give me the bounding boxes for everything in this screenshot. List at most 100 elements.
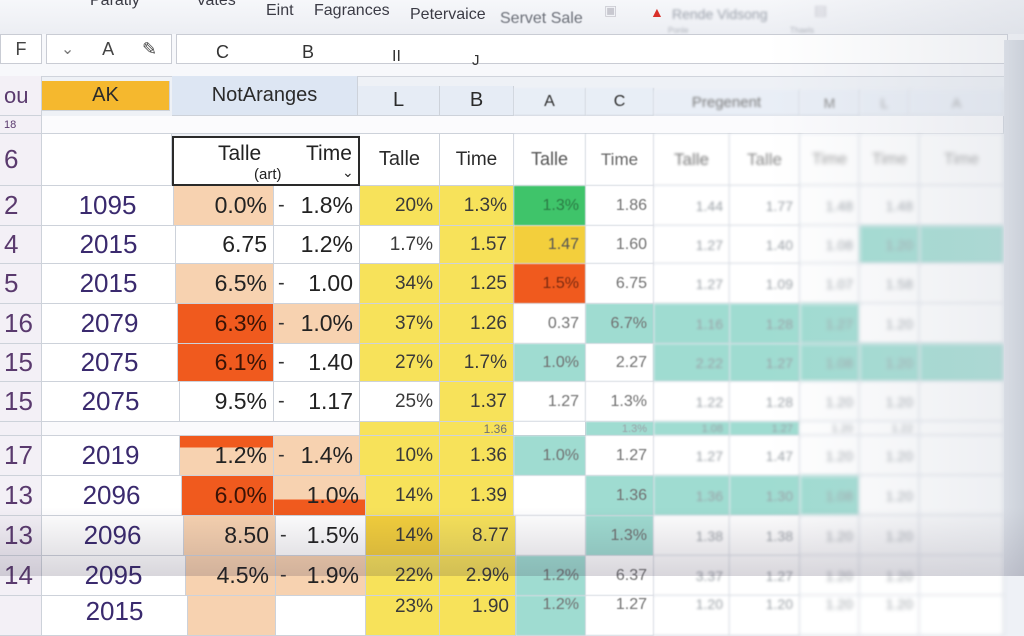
time-d-cell[interactable]: 1.48 (800, 186, 860, 226)
time-c-cell[interactable]: 1.27 (586, 436, 654, 476)
talle-d-cell[interactable]: 1.36 (654, 476, 730, 516)
time-e-cell[interactable]: 1.20 (860, 226, 920, 264)
time-cell[interactable]: -1.8% (274, 186, 360, 226)
ribbon-right-label[interactable]: Rende Vidsong (672, 6, 768, 22)
talle-b-cell[interactable]: 20% (360, 186, 440, 226)
row-header[interactable]: 5 (0, 264, 42, 304)
talle-c-cell[interactable]: 1.0% (514, 436, 586, 476)
talle-b-cell[interactable]: 23% (366, 596, 440, 636)
styles-icon[interactable]: ▤ (814, 2, 828, 18)
row-header[interactable]: 17 (0, 436, 42, 476)
name-box[interactable]: F (0, 34, 42, 64)
header-b[interactable]: B (440, 86, 514, 116)
time-d-cell[interactable]: 1.27 (800, 304, 860, 344)
empty-cell[interactable] (920, 226, 1004, 264)
talle-cell[interactable]: 6.0% (182, 476, 274, 516)
time-d-cell[interactable]: 1.20 (800, 436, 860, 476)
header-time-b[interactable]: Time (440, 134, 514, 186)
time-d-cell[interactable]: 1.08 (800, 476, 860, 516)
time-c-cell[interactable]: 1.3% (586, 422, 654, 436)
time-cell[interactable]: 1.0% (274, 476, 366, 516)
talle-e-cell[interactable]: 1.28 (730, 382, 800, 422)
talle-cell[interactable]: 8.50 (184, 516, 276, 556)
talle-cell[interactable]: 1.2% (180, 436, 274, 476)
talle-c-cell[interactable]: 1.0% (514, 344, 586, 382)
time-c-cell[interactable]: 6.37 (586, 556, 654, 596)
talle-cell[interactable]: 9.5% (180, 382, 274, 422)
time-d-cell[interactable]: 1.20 (800, 556, 860, 596)
time-cell[interactable]: -1.17 (274, 382, 360, 422)
year-cell[interactable]: 2075 (42, 344, 178, 382)
header-c[interactable]: C (586, 88, 654, 116)
ribbon-tab-5[interactable]: Petervaice (410, 6, 486, 23)
talle-cell[interactable]: 0.0% (174, 186, 274, 226)
talle-b-cell[interactable]: 37% (360, 304, 440, 344)
header-talle-b[interactable]: Talle (360, 134, 440, 186)
formula-input[interactable] (176, 34, 1008, 64)
selected-header-range[interactable]: Talle (art) Time ⌄ (172, 136, 360, 186)
talle-e-cell[interactable]: 1.27 (730, 556, 800, 596)
header-l[interactable]: L (358, 86, 440, 116)
year-cell[interactable]: 2096 (42, 516, 184, 556)
talle-e-cell[interactable]: 1.47 (730, 436, 800, 476)
edit-pencil-icon[interactable]: ✎ (141, 38, 158, 59)
time-b-cell[interactable]: 1.3% (440, 186, 514, 226)
talle-e-cell[interactable]: 1.09 (730, 264, 800, 304)
talle-e-cell[interactable]: 1.27 (730, 344, 800, 382)
row-header[interactable] (0, 422, 42, 436)
time-b-cell[interactable]: 8.77 (440, 516, 516, 556)
empty-cell[interactable] (920, 264, 1004, 304)
time-c-cell[interactable]: 1.3% (586, 516, 654, 556)
talle-e-cell[interactable]: 1.77 (730, 186, 800, 226)
row-header[interactable]: 15 (0, 344, 42, 382)
talle-d-cell[interactable]: 1.27 (654, 226, 730, 264)
row-header[interactable]: 14 (0, 556, 42, 596)
time-b-cell[interactable]: 1.37 (440, 382, 514, 422)
time-cell[interactable]: 1.2% (274, 226, 360, 264)
empty-cell[interactable] (920, 344, 1004, 382)
ribbon-tab-6[interactable]: Servet Sale (500, 10, 583, 27)
header-time-f[interactable]: Time (920, 134, 1004, 186)
talle-c-cell[interactable]: 1.47 (514, 226, 586, 264)
time-b-cell[interactable]: 1.36 (440, 422, 514, 436)
time-e-cell[interactable]: 1.58 (860, 264, 920, 304)
talle-b-cell[interactable]: 25% (360, 382, 440, 422)
year-cell[interactable]: 2015 (42, 264, 176, 304)
talle-c-cell[interactable]: 1.2% (516, 556, 586, 596)
year-cell[interactable]: 2019 (42, 436, 180, 476)
talle-c-cell[interactable] (514, 422, 586, 436)
time-c-cell[interactable]: 1.27 (586, 596, 654, 636)
time-e-cell[interactable]: 1.20 (860, 516, 920, 556)
talle-d-cell[interactable]: 1.38 (654, 516, 730, 556)
ribbon-tab-2[interactable]: Vates (196, 0, 236, 9)
talle-e-cell[interactable]: 1.20 (730, 596, 800, 636)
sort-arrow-icon[interactable]: ⌄ (342, 164, 354, 180)
talle-d-cell[interactable]: 1.20 (654, 596, 730, 636)
talle-d-cell[interactable]: 1.16 (654, 304, 730, 344)
time-e-cell[interactable]: 1.20 (860, 344, 920, 382)
ribbon-tab-3[interactable]: Eint (266, 2, 294, 19)
header-time-c[interactable]: Time (586, 134, 654, 186)
time-b-cell[interactable]: 1.25 (440, 264, 514, 304)
time-b-cell[interactable]: 1.90 (440, 596, 516, 636)
time-e-cell[interactable]: 1.48 (860, 186, 920, 226)
time-cell[interactable]: -1.4% (274, 436, 360, 476)
row-header[interactable]: 4 (0, 226, 42, 264)
year-cell[interactable]: 2015 (42, 596, 188, 636)
time-cell[interactable] (276, 596, 366, 636)
time-e-cell[interactable]: 1.20 (860, 556, 920, 596)
empty-cell[interactable] (920, 382, 1004, 422)
function-a-label[interactable]: A (102, 38, 115, 59)
year-cell[interactable]: 2015 (42, 226, 176, 264)
talle-b-cell[interactable]: 34% (360, 264, 440, 304)
talle-d-cell[interactable]: 1.44 (654, 186, 730, 226)
row-header-top[interactable]: ou (0, 76, 42, 116)
header-l2[interactable]: L (860, 90, 910, 116)
talle-b-cell[interactable]: 22% (366, 556, 440, 596)
time-d-cell[interactable]: 1.08 (800, 344, 860, 382)
time-e-cell[interactable]: 1.22 (860, 422, 920, 436)
time-d-cell[interactable]: 1.20 (800, 382, 860, 422)
time-e-cell[interactable]: 1.20 (860, 436, 920, 476)
header-talle-e[interactable]: Talle (730, 134, 800, 186)
empty-cell[interactable] (920, 516, 1004, 556)
